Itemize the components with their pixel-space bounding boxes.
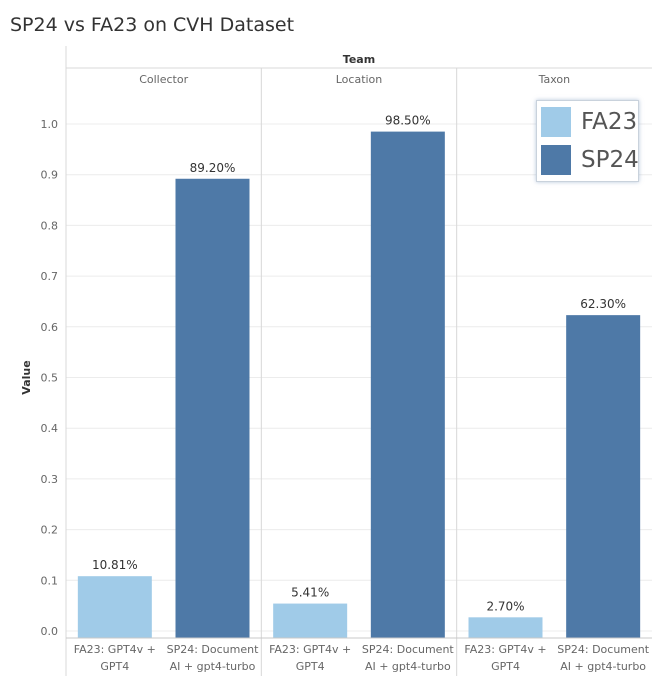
bar-taxon-fa23 xyxy=(468,617,543,638)
category-label-collector-fa23-line1: FA23: GPT4v + xyxy=(74,643,156,656)
bar-taxon-sp24 xyxy=(566,315,641,638)
y-tick-label-8: 0.8 xyxy=(41,219,59,232)
data-label-taxon-fa23: 2.70% xyxy=(486,599,524,613)
legend-item-fa23: FA23 xyxy=(541,107,637,137)
bar-location-fa23 xyxy=(273,603,348,638)
category-label-taxon-sp24-line1: SP24: Document xyxy=(557,643,649,656)
data-label-taxon-sp24: 62.30% xyxy=(580,297,626,311)
data-label-location-fa23: 5.41% xyxy=(291,586,329,600)
category-label-taxon-sp24-line2: AI + gpt4-turbo xyxy=(560,660,646,673)
legend-swatch-fa23 xyxy=(541,107,571,137)
category-label-location-sp24-line2: AI + gpt4-turbo xyxy=(365,660,451,673)
y-tick-label-3: 0.3 xyxy=(41,473,59,486)
y-tick-label-7: 0.7 xyxy=(41,270,59,283)
data-label-collector-fa23: 10.81% xyxy=(92,558,138,572)
category-label-collector-sp24-line1: SP24: Document xyxy=(167,643,259,656)
data-label-location-sp24: 98.50% xyxy=(385,114,431,128)
bar-collector-sp24 xyxy=(175,178,250,639)
y-tick-label-4: 0.4 xyxy=(41,422,59,435)
y-tick-label-2: 0.2 xyxy=(41,524,59,537)
category-label-location-fa23-line2: GPT4 xyxy=(296,660,325,673)
y-tick-label-10: 1.0 xyxy=(41,118,59,131)
legend-item-sp24: SP24 xyxy=(541,145,639,175)
y-tick-label-6: 0.6 xyxy=(41,321,59,334)
legend: FA23 SP24 xyxy=(536,100,639,182)
y-tick-label-9: 0.9 xyxy=(41,169,59,182)
chart-title: SP24 vs FA23 on CVH Dataset xyxy=(10,14,295,36)
category-label-location-sp24-line1: SP24: Document xyxy=(362,643,454,656)
data-label-collector-sp24: 89.20% xyxy=(190,161,236,175)
panel-header-collector: Collector xyxy=(139,73,188,86)
column-header: Team xyxy=(343,53,375,66)
category-label-taxon-fa23-line1: FA23: GPT4v + xyxy=(464,643,546,656)
panel-header-location: Location xyxy=(336,73,383,86)
bar-collector-fa23 xyxy=(77,576,152,638)
panel-header-taxon: Taxon xyxy=(538,73,571,86)
bar-location-sp24 xyxy=(370,131,445,639)
y-tick-label-1: 0.1 xyxy=(41,574,59,587)
category-label-location-fa23-line1: FA23: GPT4v + xyxy=(269,643,351,656)
category-label-collector-sp24-line2: AI + gpt4-turbo xyxy=(170,660,256,673)
category-label-taxon-fa23-line2: GPT4 xyxy=(491,660,520,673)
y-axis-label: Value xyxy=(20,360,33,394)
category-label-collector-fa23-line2: GPT4 xyxy=(100,660,129,673)
legend-label-sp24: SP24 xyxy=(581,147,639,173)
legend-label-fa23: FA23 xyxy=(581,109,638,135)
y-tick-label-5: 0.5 xyxy=(41,372,59,385)
legend-swatch-sp24 xyxy=(541,145,571,175)
y-tick-label-0: 0.0 xyxy=(41,625,59,638)
